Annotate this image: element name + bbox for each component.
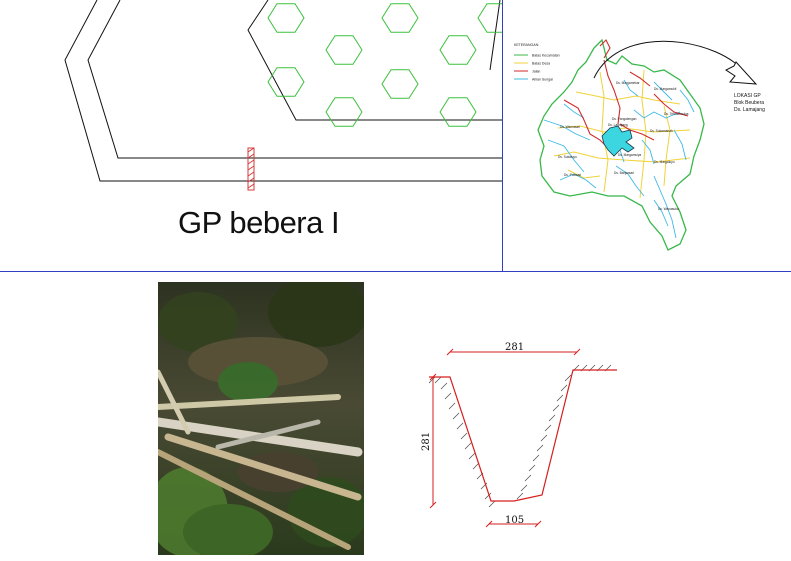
place-label: Ds. Lamajang — [608, 123, 628, 127]
hexagon-cell — [439, 35, 477, 65]
place-label: Ds. Pangalengan — [612, 117, 637, 121]
hexagon-cell — [325, 97, 363, 127]
site-photo — [158, 282, 364, 555]
hexagon-cell — [267, 67, 305, 97]
bottom-width-label: 105 — [505, 515, 524, 526]
depth-label: 281 — [421, 432, 432, 451]
hexagon-pattern — [267, 3, 503, 127]
plan-title: GP bebera I — [178, 205, 340, 240]
panel-divider-horizontal — [0, 271, 791, 272]
legend-title: KETERANGAN: — [514, 43, 539, 47]
location-label-line3: Ds. Lamajang — [734, 107, 765, 113]
hexagon-cell — [381, 3, 419, 33]
plan-view — [64, 0, 503, 191]
hexagon-cell — [439, 97, 477, 127]
dim-tick — [446, 348, 454, 356]
place-label: Ds. Warnasari — [560, 125, 580, 129]
lake-shape — [601, 125, 635, 157]
legend-label-desa: Batas Desa — [532, 62, 550, 66]
place-label: Ds. Margamulya — [618, 153, 641, 157]
hexagon-cell — [381, 69, 419, 99]
dim-tick — [573, 348, 581, 356]
gp-marker-hatch — [247, 147, 255, 189]
place-label: Ds. Sukaluyu — [558, 155, 577, 159]
place-label: Ds. Margamekar — [616, 81, 640, 85]
legend-label-jalan: Jalan — [532, 70, 540, 74]
place-label: Ds. Wanasuka — [658, 207, 679, 211]
ground-hatching — [428, 364, 612, 508]
gp-location-marker — [247, 147, 255, 191]
channel-inner-line — [87, 0, 503, 159]
place-label: Ds. Sukamanah — [650, 129, 673, 133]
hexagon-cell — [477, 3, 503, 33]
dim-tick — [534, 520, 542, 528]
place-labels: Ds. Margamukti Ds. Pangalengan Ds. Sukam… — [558, 81, 689, 211]
hexagon-area-edge — [489, 0, 501, 71]
channel-outer-line — [64, 0, 503, 182]
location-label-line1: LOKASI GP — [734, 93, 761, 99]
place-label: Ds. Margamukti — [654, 87, 677, 91]
map-legend: KETERANGAN: Batas Kecamatan Batas Desa J… — [514, 43, 560, 82]
legend-label-sungai: Aliran Sungai — [532, 78, 553, 82]
road-network — [563, 39, 689, 149]
legend-label-kecamatan: Batas Kecamatan — [532, 54, 560, 58]
hexagon-cell — [267, 3, 305, 33]
channel-profile — [429, 369, 617, 502]
panel-divider-vertical — [502, 0, 503, 272]
dim-tick — [429, 501, 437, 509]
place-label: Ds. Margaluyu — [654, 160, 675, 164]
channel-cross-section: 281 281 105 — [421, 342, 617, 528]
place-label: Ds. Tribaktimulya — [664, 112, 689, 116]
place-label: Ds. Banjarsari — [614, 171, 634, 175]
hexagon-area-outline — [247, 0, 503, 121]
hexagon-cell — [325, 35, 363, 65]
location-arrow-head — [725, 61, 758, 85]
dim-tick — [485, 520, 493, 528]
bamboo-pipes — [158, 369, 363, 550]
dim-tick — [429, 373, 437, 381]
location-map: KETERANGAN: Batas Kecamatan Batas Desa J… — [514, 38, 765, 251]
location-label-line2: Blok Beubera — [734, 100, 764, 106]
top-width-label: 281 — [505, 342, 524, 353]
place-label: Ds. Pulosari — [564, 173, 581, 177]
